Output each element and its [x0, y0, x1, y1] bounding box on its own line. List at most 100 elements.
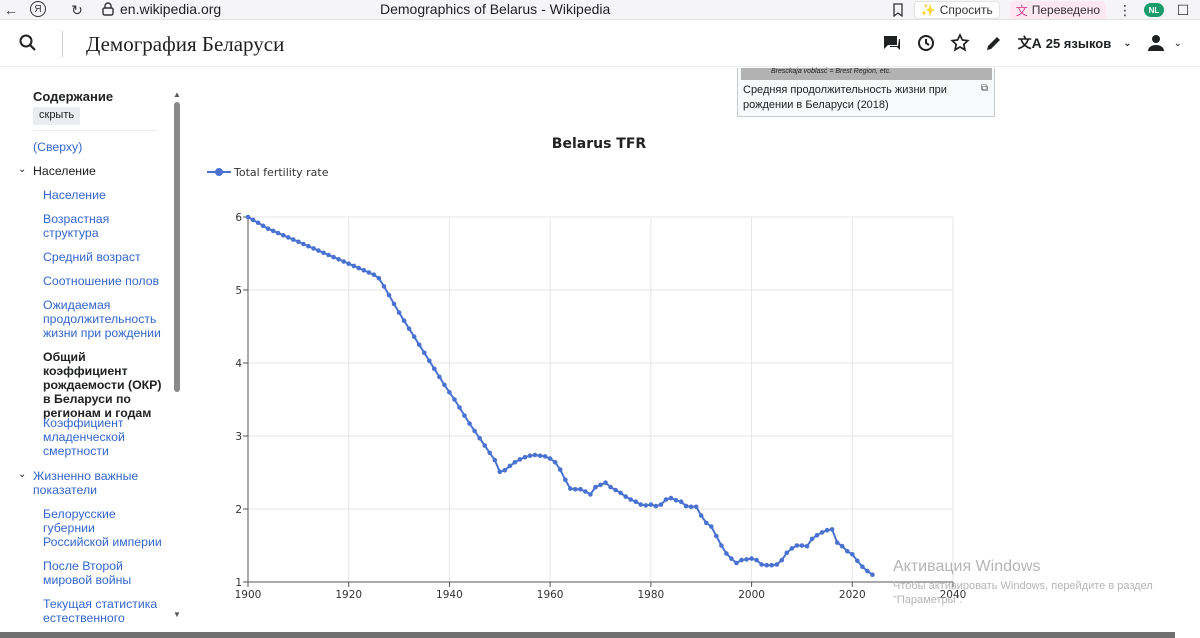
tfr-data-point[interactable]	[573, 487, 578, 492]
tfr-data-point[interactable]	[613, 487, 618, 493]
toc-item-age-structure[interactable]: Возрастная структура	[43, 212, 110, 240]
tfr-data-point[interactable]	[744, 557, 749, 562]
tfr-data-point[interactable]	[462, 413, 467, 418]
tfr-data-point[interactable]	[351, 263, 357, 269]
tfr-data-point[interactable]	[809, 536, 815, 542]
tfr-data-point[interactable]	[341, 259, 346, 264]
languages-button[interactable]: 文A 25 языков ⌄	[1018, 33, 1132, 53]
tfr-data-point[interactable]	[648, 502, 654, 507]
tfr-data-point[interactable]	[845, 549, 850, 554]
tfr-data-point[interactable]	[281, 233, 286, 238]
tfr-data-point[interactable]	[799, 543, 805, 548]
toc-item-population[interactable]: Население	[43, 188, 106, 202]
toc-item-tfr[interactable]: Общий коэффициент рождаемости (ОКР) в Бе…	[43, 350, 162, 420]
toc-item-life-expectancy[interactable]: Ожидаемая продолжительность жизни при ро…	[43, 298, 161, 340]
tfr-data-point[interactable]	[452, 397, 457, 402]
tfr-data-point[interactable]	[512, 460, 518, 465]
tfr-data-point[interactable]	[472, 428, 477, 434]
tfr-data-point[interactable]	[437, 374, 442, 380]
tfr-data-point[interactable]	[578, 487, 583, 492]
tfr-data-point[interactable]	[467, 421, 472, 426]
tfr-data-point[interactable]	[850, 552, 855, 557]
tfr-data-point[interactable]	[422, 350, 427, 356]
tfr-data-point[interactable]	[527, 453, 533, 459]
tfr-data-point[interactable]	[764, 562, 769, 568]
tfr-data-point[interactable]	[618, 490, 623, 496]
tfr-data-point[interactable]	[296, 239, 301, 245]
scroll-up-arrow-icon[interactable]: ▲	[173, 90, 181, 99]
tfr-data-point[interactable]	[542, 454, 548, 459]
tfr-data-point[interactable]	[839, 543, 845, 549]
toc-item-vital-statistics[interactable]: Жизненно важные показатели	[33, 469, 139, 497]
toc-item-median-age[interactable]: Средний возраст	[43, 250, 141, 264]
tfr-data-point[interactable]	[311, 246, 316, 251]
profile-badge-icon[interactable]: NL	[1144, 3, 1164, 17]
tfr-data-point[interactable]	[301, 241, 306, 247]
tfr-data-point[interactable]	[673, 497, 679, 503]
toc-scrollbar-thumb[interactable]	[174, 102, 180, 392]
tfr-data-point[interactable]	[834, 540, 840, 545]
tfr-data-point[interactable]	[477, 435, 482, 441]
horizontal-scrollbar[interactable]	[0, 632, 1175, 638]
watch-star-icon[interactable]	[949, 33, 970, 53]
tfr-data-point[interactable]	[427, 358, 432, 364]
tfr-data-point[interactable]	[552, 460, 558, 465]
tfr-data-point[interactable]	[829, 527, 835, 532]
toc-item-after-wwii[interactable]: После Второй мировой войны	[43, 559, 132, 587]
tfr-data-point[interactable]	[870, 572, 875, 577]
toc-item-current-stats[interactable]: Текущая статистика естественного	[43, 597, 158, 625]
tfr-data-point[interactable]	[860, 564, 865, 569]
tfr-data-point[interactable]	[568, 486, 573, 491]
tfr-data-point[interactable]	[789, 546, 795, 551]
tfr-data-point[interactable]	[416, 342, 422, 348]
map-image[interactable]: Brescka­ja voblasć = Brest Region, etc.	[741, 68, 992, 80]
toc-hide-button[interactable]: скрыть	[33, 107, 81, 125]
toc-item-population-section[interactable]: Население	[33, 164, 96, 178]
address-bar[interactable]: en.wikipedia.org	[102, 1, 221, 17]
tfr-data-point[interactable]	[447, 389, 452, 395]
tfr-data-point[interactable]	[557, 467, 563, 472]
tfr-data-point[interactable]	[668, 495, 674, 501]
tfr-data-point[interactable]	[381, 284, 387, 289]
tfr-data-point[interactable]	[759, 562, 764, 567]
tfr-data-point[interactable]	[406, 326, 412, 331]
translated-button[interactable]: 文 Переведено	[1009, 1, 1106, 19]
tfr-data-point[interactable]	[734, 560, 739, 566]
tfr-data-point[interactable]	[598, 482, 603, 488]
toc-item-sex-ratio[interactable]: Соотношение полов	[43, 274, 160, 288]
tfr-data-point[interactable]	[603, 480, 608, 486]
tfr-data-point[interactable]	[653, 503, 659, 509]
tfr-data-point[interactable]	[683, 503, 689, 509]
tfr-data-point[interactable]	[371, 272, 377, 277]
tfr-data-point[interactable]	[270, 228, 276, 234]
tfr-data-point[interactable]	[401, 318, 407, 323]
tfr-data-point[interactable]	[497, 469, 503, 475]
edit-pencil-icon[interactable]	[984, 33, 1004, 53]
tfr-data-point[interactable]	[366, 270, 372, 275]
tfr-data-point[interactable]	[754, 557, 759, 563]
tfr-data-point[interactable]	[608, 484, 613, 490]
toc-item-top[interactable]: (Сверху)	[33, 140, 83, 154]
tfr-data-point[interactable]	[688, 504, 694, 510]
tfr-data-point[interactable]	[411, 334, 417, 339]
tfr-data-point[interactable]	[724, 551, 729, 556]
tfr-data-point[interactable]	[291, 237, 296, 242]
tfr-data-point[interactable]	[386, 292, 392, 298]
tfr-data-point[interactable]	[432, 366, 437, 372]
tfr-data-point[interactable]	[286, 235, 291, 240]
tfr-data-point[interactable]	[628, 497, 633, 502]
tfr-data-point[interactable]	[331, 254, 336, 260]
tfr-data-point[interactable]	[638, 502, 644, 507]
search-icon[interactable]	[18, 33, 38, 53]
tfr-data-point[interactable]	[633, 499, 639, 505]
tfr-data-point[interactable]	[774, 562, 780, 567]
tfr-data-point[interactable]	[643, 503, 649, 508]
reload-icon[interactable]: ↻	[71, 1, 83, 18]
tfr-data-point[interactable]	[537, 453, 543, 459]
tfr-data-point[interactable]	[678, 499, 684, 505]
tfr-data-point[interactable]	[336, 257, 341, 262]
tfr-data-point[interactable]	[346, 261, 351, 266]
scroll-down-arrow-icon[interactable]: ▼	[173, 610, 181, 619]
more-options-icon[interactable]: ⋮	[1118, 1, 1132, 18]
user-menu-button[interactable]: ⌄	[1146, 33, 1182, 53]
